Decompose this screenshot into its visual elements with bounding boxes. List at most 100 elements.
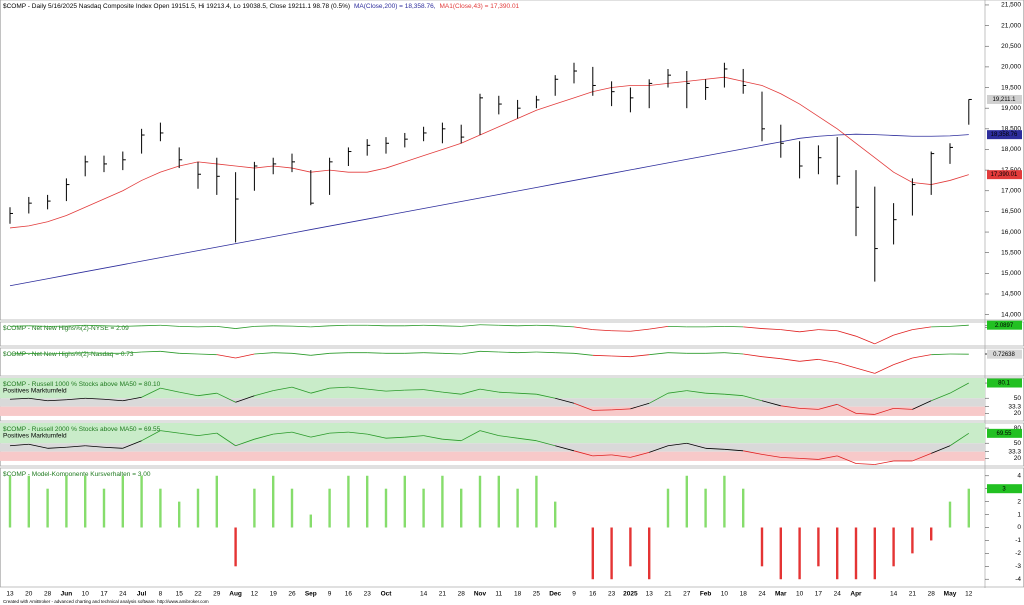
indicator-segment [799, 329, 819, 333]
y-tick-label: 2 [1017, 498, 1021, 505]
indicator-segment [780, 329, 800, 333]
bar [723, 475, 726, 528]
x-tick-label: 26 [288, 591, 296, 598]
indicator-segment [442, 352, 462, 355]
indicator-segment [555, 352, 575, 354]
panel-subtitle: Positives Marktumfeld [3, 433, 67, 440]
x-tick-label: 28 [458, 591, 466, 598]
value-box [987, 130, 1022, 140]
indicator-segment [705, 352, 725, 354]
indicator-segment [461, 388, 481, 395]
indicator-segment [611, 355, 631, 358]
bar [384, 488, 388, 528]
indicator-segment [705, 392, 725, 395]
indicator-segment [705, 325, 725, 328]
indicator-segment [291, 431, 311, 438]
indicator-segment [686, 442, 706, 449]
indicator-segment [498, 324, 518, 327]
x-tick-label: 18 [740, 591, 748, 598]
indicator-segment [141, 350, 161, 353]
y-tick-label: 16,500 [1001, 208, 1021, 215]
indicator-segment [179, 325, 199, 328]
indicator-segment [743, 395, 763, 402]
x-tick-label: 24 [758, 591, 766, 598]
indicator-segment [855, 463, 875, 465]
indicator-segment [103, 398, 123, 402]
indicator-segment [348, 431, 368, 435]
indicator-segment [66, 324, 86, 327]
x-tick-label: May [944, 591, 957, 598]
y-tick-label: 0 [1017, 524, 1021, 531]
indicator-segment [649, 325, 669, 330]
indicator-segment [310, 325, 330, 328]
bar [328, 488, 331, 528]
x-tick-label: 8 [159, 591, 163, 598]
indicator-segment [385, 436, 405, 439]
indicator-segment [573, 402, 593, 411]
value-box [987, 320, 1022, 330]
indicator-segment [498, 435, 518, 439]
indicator-segment [573, 450, 593, 457]
indicator-segment [254, 390, 274, 397]
y-tick-label: 20,500 [1001, 43, 1021, 50]
indicator-segment [498, 391, 518, 394]
indicator-segment [799, 458, 819, 460]
indicator-segment [743, 353, 763, 358]
indicator-segment [291, 386, 311, 394]
x-tick-label: 16 [589, 591, 597, 598]
y-tick-label: 4 [1017, 472, 1021, 479]
indicator-segment [85, 397, 105, 400]
x-tick-label: 25 [533, 591, 541, 598]
indicator-segment [9, 443, 29, 447]
bar [591, 527, 594, 580]
indicator-segment [479, 324, 499, 326]
bar [535, 475, 538, 528]
bar [121, 475, 124, 528]
y-tick-label: 1 [1017, 511, 1021, 518]
indicator-segment [461, 430, 481, 442]
x-tick-label: 15 [176, 591, 184, 598]
indicator-segment [310, 352, 330, 356]
value-label: 19,211.1 [993, 97, 1017, 103]
indicator-segment [404, 324, 424, 327]
x-tick-label: 21 [909, 591, 917, 598]
x-tick-label: Jun [61, 591, 73, 598]
bar [441, 475, 444, 528]
y-tick-label: 21,000 [1001, 22, 1021, 29]
title-text: $COMP - Model-Komponente Kursverhalten =… [3, 471, 151, 478]
bar [760, 527, 764, 567]
indicator-segment [912, 326, 932, 331]
indicator-segment [931, 353, 951, 356]
indicator-segment [592, 454, 612, 457]
indicator-segment [367, 352, 387, 354]
indicator-segment [799, 358, 819, 362]
indicator-segment [949, 382, 969, 394]
bar [8, 475, 12, 528]
value-box [987, 428, 1022, 438]
indicator-segment [630, 402, 650, 410]
bar [854, 527, 858, 580]
y-tick-label: 33.3 [1008, 403, 1021, 410]
indicator-segment [630, 451, 650, 458]
x-tick-label: 23 [608, 591, 616, 598]
indicator-segment [931, 325, 951, 328]
indicator-segment [103, 325, 123, 327]
bar [836, 527, 839, 580]
indicator-segment [216, 432, 236, 447]
indicator-segment [855, 367, 875, 374]
indicator-segment [28, 325, 48, 327]
bar [742, 488, 745, 528]
x-tick-label: Aug [229, 591, 242, 598]
indicator-segment [122, 440, 142, 449]
indicator-segment [141, 430, 161, 442]
y-tick-label: 14,500 [1001, 291, 1021, 298]
value-box [987, 349, 1022, 359]
bar [253, 488, 256, 528]
indicator-segment [818, 403, 838, 410]
indicator-segment [28, 397, 48, 402]
indicator-segment [442, 438, 462, 442]
y-tick-label: 19,500 [1001, 84, 1021, 91]
indicator-segment [197, 325, 217, 328]
indicator-segment [423, 352, 443, 354]
indicator-segment [837, 455, 857, 464]
